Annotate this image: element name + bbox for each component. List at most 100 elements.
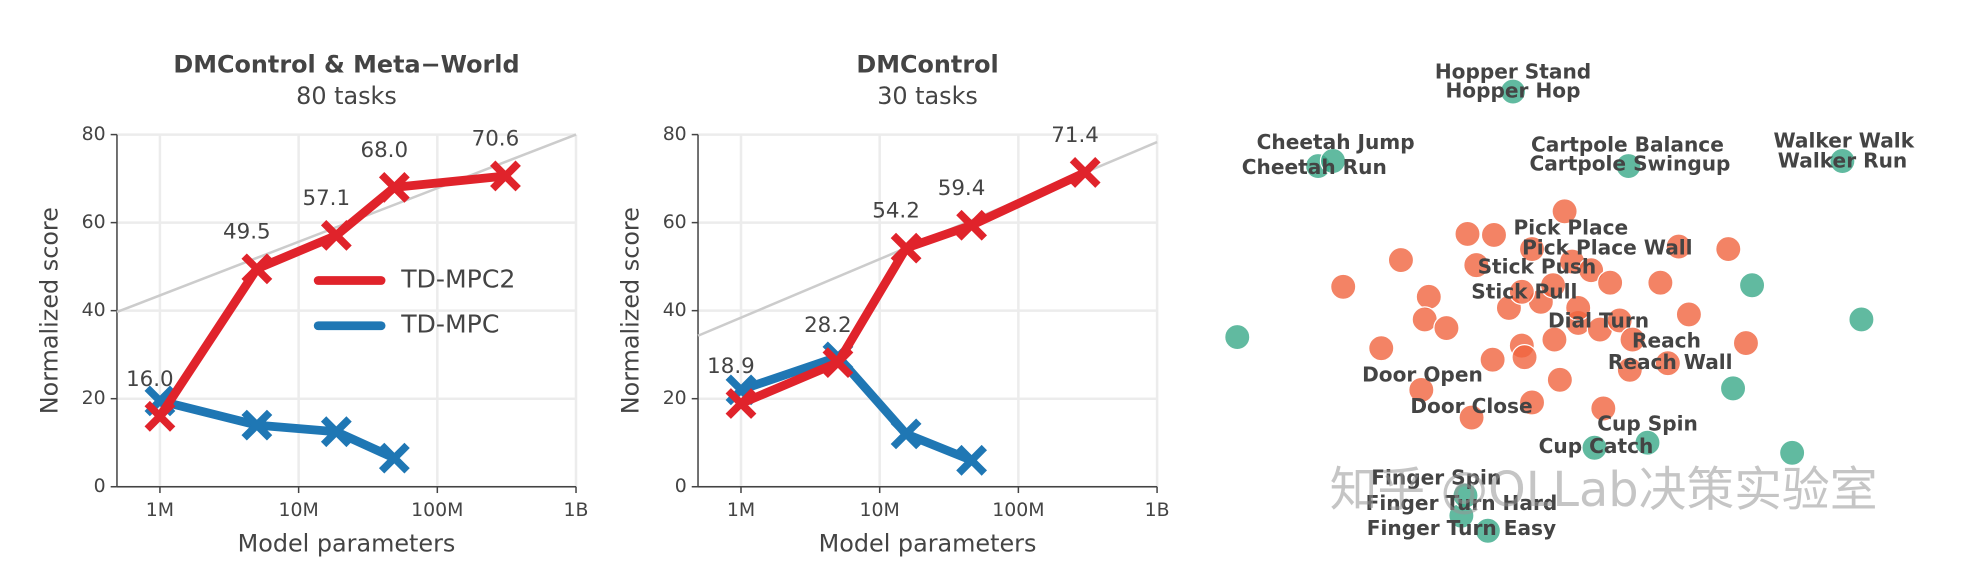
scatter-point xyxy=(1715,235,1742,263)
scatter-point xyxy=(1518,235,1546,263)
point-annotation: Cartpole Swingup xyxy=(1529,151,1730,175)
data-label: 28.2 xyxy=(804,313,852,338)
scatter-point xyxy=(1590,395,1617,422)
point-annotation: Hopper Stand xyxy=(1435,59,1591,83)
scatter-point xyxy=(1368,334,1395,362)
scatter-point xyxy=(1518,389,1546,416)
x-marker xyxy=(956,444,988,476)
series-line xyxy=(156,171,506,419)
point-annotation: Finger Turn Easy xyxy=(1367,516,1556,540)
point-annotation: Cheetah Jump xyxy=(1257,130,1415,154)
scatter-point xyxy=(1577,256,1605,284)
point-annotation: Cup Spin xyxy=(1597,412,1698,436)
scatter-point xyxy=(1738,272,1766,299)
scatter-point xyxy=(1330,273,1357,300)
x-marker xyxy=(490,160,521,192)
data-label: 16.0 xyxy=(126,367,174,392)
series-line xyxy=(739,352,974,465)
scatter-point xyxy=(1458,404,1485,431)
scatter-point xyxy=(1408,376,1435,404)
chart-title: DMControl & Meta−World xyxy=(173,50,519,78)
x-marker xyxy=(144,400,176,432)
point-annotation: Door Close xyxy=(1410,394,1532,418)
scatter-point xyxy=(1615,152,1642,180)
scatter-point xyxy=(1541,326,1568,353)
y-tick-label: 80 xyxy=(663,123,687,145)
scatter-point xyxy=(1546,366,1574,394)
scatter-point xyxy=(1619,326,1646,353)
scatter-point xyxy=(1474,517,1502,544)
chart-subtitle: 80 tasks xyxy=(296,82,397,110)
point-annotation: Cup Catch xyxy=(1539,434,1654,458)
legend-label: TD-MPC2 xyxy=(400,264,515,293)
y-axis-label: Normalized score xyxy=(35,207,63,414)
scatter-point xyxy=(1463,251,1490,279)
data-label: 71.4 xyxy=(1051,123,1099,148)
data-label: 57.1 xyxy=(302,186,350,211)
x-tick-label: 10M xyxy=(860,499,900,521)
x-tick-label: 100M xyxy=(992,499,1044,521)
point-annotation: Cartpole Balance xyxy=(1531,132,1724,156)
y-tick-label: 0 xyxy=(94,475,106,497)
scatter-point xyxy=(1719,375,1747,402)
x-tick-label: 1M xyxy=(727,499,755,521)
point-annotation: Walker Run xyxy=(1778,149,1907,173)
scatter-point xyxy=(1454,220,1481,248)
scatter-point xyxy=(1606,307,1633,334)
point-annotation: Pick Place xyxy=(1514,215,1629,239)
y-tick-label: 60 xyxy=(663,211,687,233)
point-annotation: Pick Place Wall xyxy=(1522,236,1693,260)
point-annotation: Hopper Hop xyxy=(1445,78,1580,102)
y-tick-label: 20 xyxy=(82,387,106,409)
x-marker xyxy=(1069,157,1101,188)
scatter-point xyxy=(1665,233,1692,260)
legend-label: TD-MPC xyxy=(400,310,499,339)
y-tick-label: 60 xyxy=(82,211,106,233)
scatter-point xyxy=(1415,283,1442,311)
scatter-point xyxy=(1499,78,1527,105)
x-axis-label: Model parameters xyxy=(819,530,1037,558)
point-annotation: Reach Wall xyxy=(1608,350,1733,374)
x-marker xyxy=(890,418,922,450)
point-annotation: Stick Pull xyxy=(1471,280,1577,304)
x-marker xyxy=(320,416,352,448)
x-marker xyxy=(241,253,273,285)
scatter-point xyxy=(1433,314,1460,342)
point-annotation: Finger Turn Hard xyxy=(1366,491,1558,515)
y-tick-label: 40 xyxy=(663,299,687,321)
scatter-point xyxy=(1564,294,1592,322)
x-marker xyxy=(378,172,410,203)
x-axis-label: Model parameters xyxy=(238,530,456,558)
x-marker xyxy=(822,347,854,378)
scatter-point xyxy=(1829,147,1856,175)
data-label: 18.9 xyxy=(707,354,755,379)
x-marker xyxy=(378,442,410,474)
scatter-point xyxy=(1452,482,1479,509)
x-marker xyxy=(320,219,352,251)
scatter-point xyxy=(1596,269,1624,296)
scatter-point xyxy=(1675,301,1703,328)
scatter-point xyxy=(1539,272,1567,299)
x-marker xyxy=(725,388,757,419)
scatter-point xyxy=(1508,278,1536,305)
scatter-point xyxy=(1224,323,1251,351)
x-marker xyxy=(956,209,988,241)
y-tick-label: 40 xyxy=(82,299,106,321)
point-annotation: Cheetah Run xyxy=(1242,155,1387,179)
scatter-point xyxy=(1778,439,1806,466)
y-tick-label: 0 xyxy=(675,475,687,497)
scatter-point xyxy=(1480,221,1508,249)
scatter-point xyxy=(1387,246,1415,274)
x-marker xyxy=(241,409,273,441)
chart-subtitle: 30 tasks xyxy=(877,82,978,110)
y-tick-label: 20 xyxy=(663,387,687,409)
scatter-point xyxy=(1848,306,1875,333)
point-annotation: Dial Turn xyxy=(1548,308,1649,332)
scatter-point xyxy=(1634,429,1661,456)
chart-title: DMControl xyxy=(856,50,998,78)
x-marker xyxy=(890,232,922,264)
scatter-point xyxy=(1319,147,1347,175)
watermark: 知乎 @OLLab决策实验室 xyxy=(1330,463,1878,518)
scatter-point xyxy=(1511,343,1538,371)
